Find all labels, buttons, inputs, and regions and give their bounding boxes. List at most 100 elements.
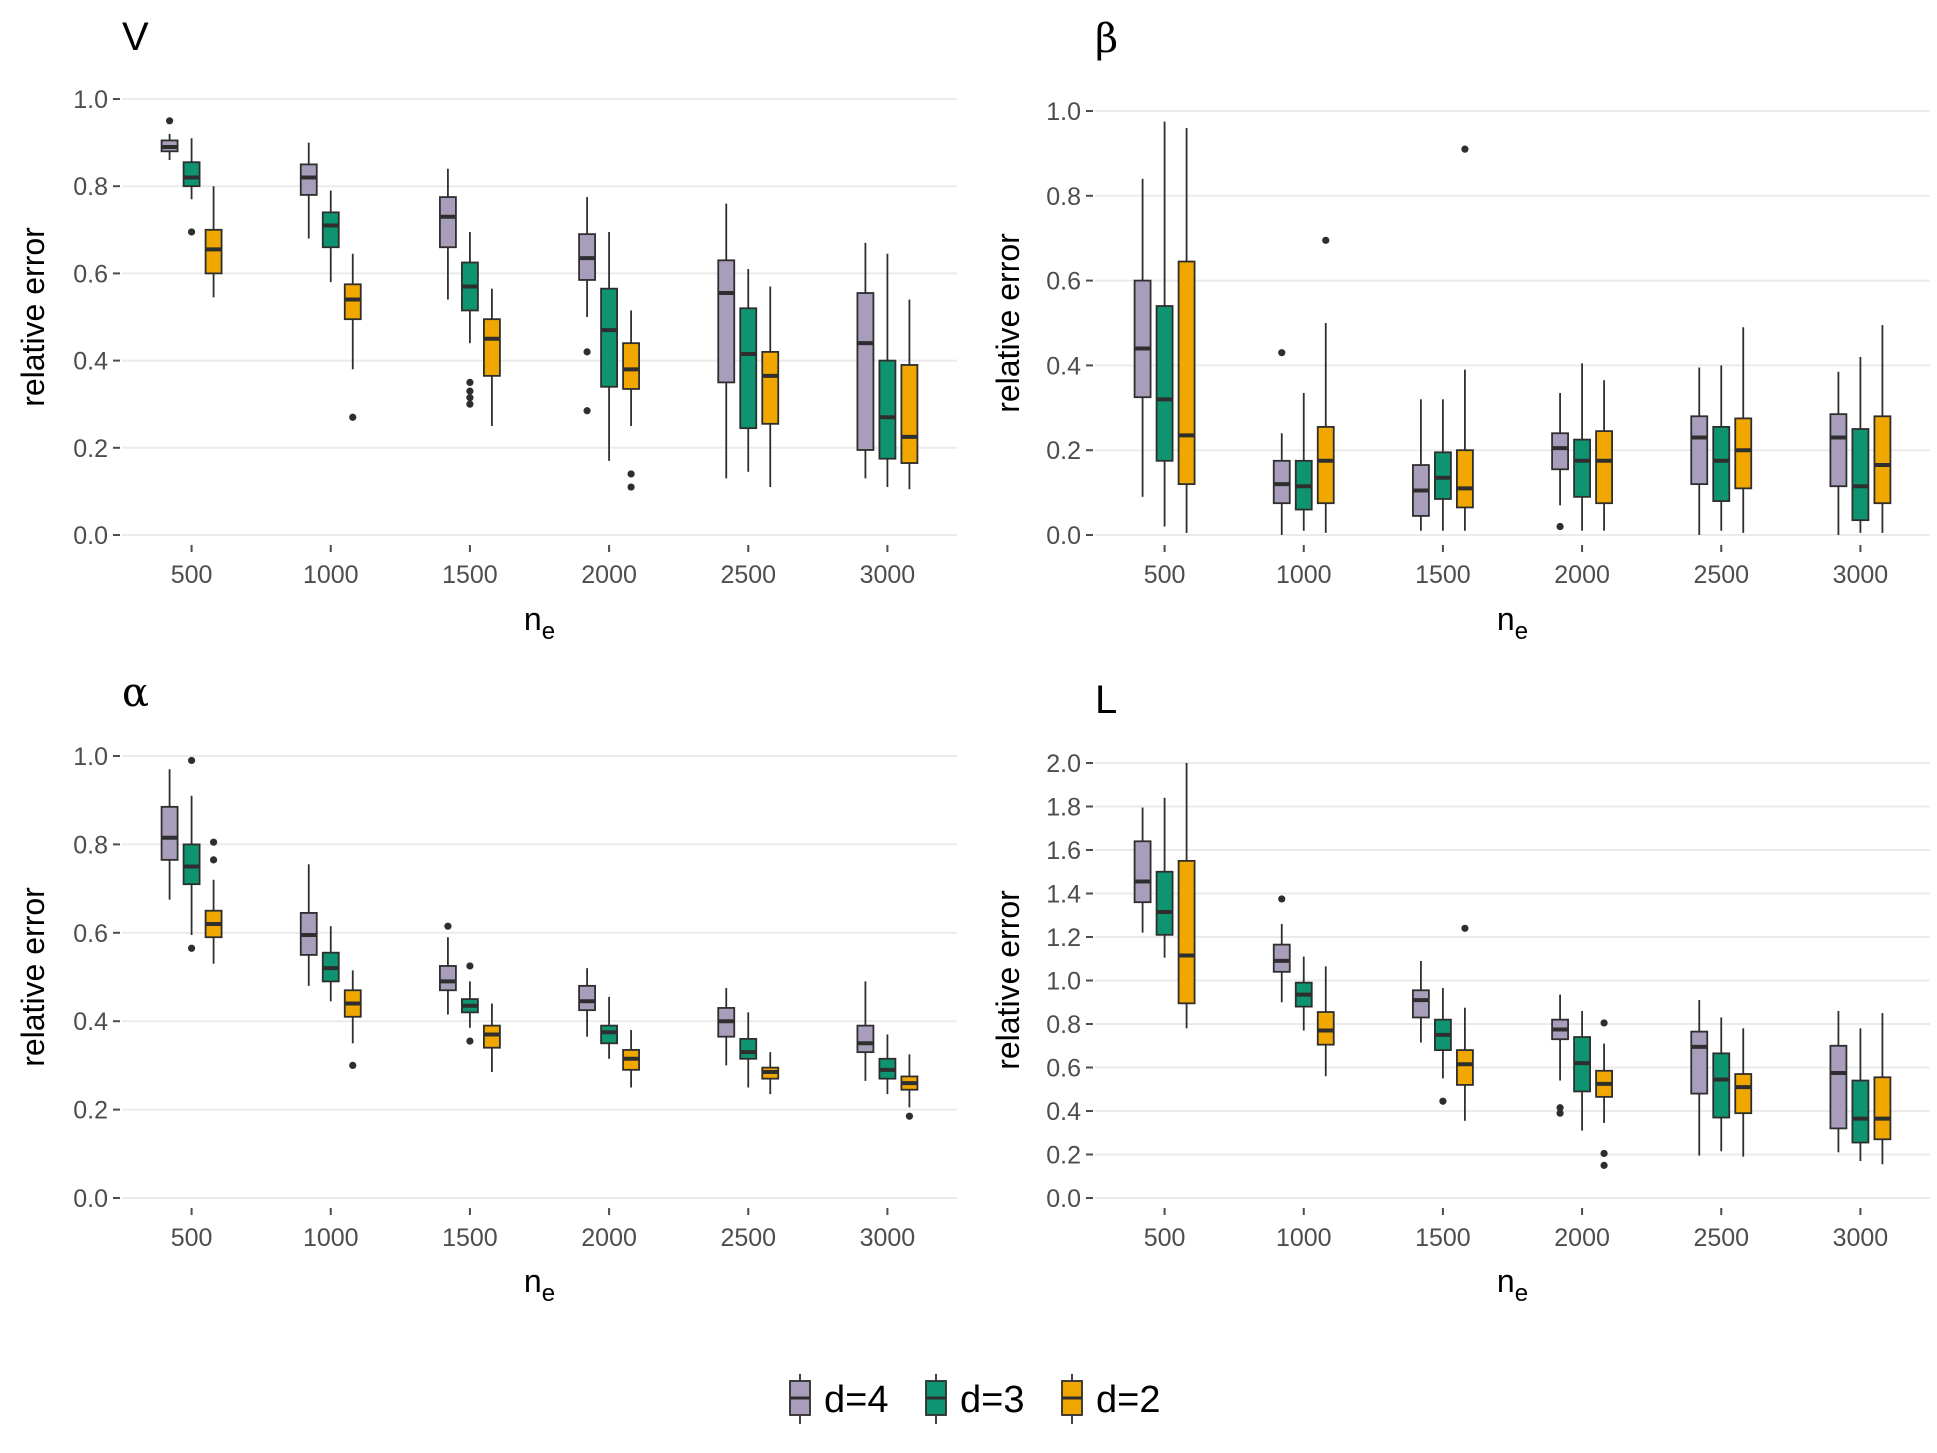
outlier-point	[349, 413, 357, 421]
outlier-point	[1461, 924, 1469, 932]
y-tick-label: 0.2	[73, 1097, 108, 1125]
y-tick-label: 2.0	[1046, 750, 1081, 778]
y-axis-label: relative error	[990, 890, 1026, 1070]
box-body	[321, 211, 340, 249]
panel-title: β	[1095, 16, 1118, 62]
y-axis-label: relative error	[15, 227, 51, 407]
box-d=3-3000	[1851, 1028, 1870, 1162]
box-d=2-1500	[1456, 145, 1474, 531]
box-d=2-1000	[1316, 236, 1335, 533]
box-d=4-3000	[856, 242, 875, 479]
box-d=4-2000	[578, 197, 596, 415]
outlier-point	[187, 944, 196, 952]
outlier-point	[165, 117, 174, 125]
box-d=2-2000	[622, 310, 640, 491]
outlier-point	[1461, 145, 1469, 153]
x-tick-label: 2000	[581, 561, 637, 589]
x-tick-label: 1500	[1415, 561, 1471, 589]
legend: d=4 d=3 d=2	[789, 1374, 1160, 1424]
box-d=2-1000	[343, 253, 362, 421]
box-d=2-3000	[1873, 1013, 1892, 1165]
box-body	[1316, 425, 1335, 505]
outlier-point	[1600, 1149, 1608, 1158]
box-body	[343, 283, 362, 321]
outlier-point	[187, 756, 196, 765]
box-body	[1456, 1049, 1474, 1086]
box-body	[600, 287, 618, 388]
box-body	[299, 163, 318, 196]
y-tick-label: 1.8	[1046, 794, 1081, 822]
box-body	[439, 196, 457, 249]
box-body	[1851, 1079, 1870, 1144]
box-d=4-3000	[1829, 1010, 1848, 1153]
y-tick-label: 1.0	[1046, 98, 1081, 126]
panel-3: L 0.0 0.2 0.4 0.6 0.8 1.0 1.2 1.4 1.6 1.8 2.0 500 100…	[990, 678, 1930, 1307]
y-tick-label: 0.6	[1046, 268, 1081, 296]
outlier-point	[444, 922, 452, 930]
box-d=2-2000	[1595, 1019, 1613, 1169]
box-body	[856, 292, 875, 451]
x-tick-label: 1500	[442, 1224, 498, 1252]
box-body	[1734, 1073, 1753, 1115]
box-body	[483, 318, 501, 377]
legend-item-d=2: d=2	[1061, 1374, 1160, 1424]
box-d=3-500	[182, 756, 201, 952]
box-d=2-2000	[622, 1030, 640, 1088]
box-body	[1873, 1076, 1892, 1141]
box-d=4-1500	[439, 168, 457, 300]
box-body	[600, 1024, 618, 1045]
box-d=4-1000	[1272, 895, 1291, 1003]
box-d=4-1000	[299, 142, 318, 239]
box-d=4-2000	[578, 968, 596, 1037]
box-body	[1734, 417, 1753, 490]
box-d=3-1500	[1434, 399, 1452, 531]
box-d=3-2000	[1573, 363, 1591, 531]
outlier-point	[1278, 349, 1286, 357]
outlier-point	[209, 856, 218, 864]
box-body	[1851, 428, 1870, 522]
y-tick-label: 0.4	[1046, 1098, 1081, 1126]
box-body	[1873, 415, 1892, 505]
outlier-point	[1556, 1104, 1564, 1112]
panel-title: α	[122, 670, 149, 716]
box-body	[1434, 451, 1452, 500]
box-body	[439, 965, 457, 992]
outlier-point	[627, 483, 635, 491]
y-tick-label: 0.4	[73, 1008, 108, 1036]
outlier-point	[1600, 1019, 1608, 1027]
y-tick-label: 0.6	[73, 920, 108, 948]
box-body	[622, 342, 640, 390]
y-tick-label: 0.6	[73, 260, 108, 288]
box-d=4-2500	[717, 203, 736, 479]
box-d=3-500	[1155, 121, 1174, 527]
box-body	[1690, 415, 1709, 486]
box-d=3-2500	[739, 269, 758, 472]
panel-1: β 0.0 0.2 0.4 0.6 0.8 1.0 500 1000 1500 2000 2500 30…	[990, 16, 1930, 645]
box-d=3-1500	[461, 231, 479, 408]
x-tick-label: 2500	[1693, 561, 1749, 589]
box-d=2-2500	[761, 286, 780, 488]
x-tick-label: 500	[1144, 1224, 1186, 1252]
y-tick-label: 0.6	[1046, 1055, 1081, 1083]
box-body	[1690, 1030, 1709, 1095]
outlier-point	[627, 470, 635, 478]
box-d=4-2500	[717, 988, 736, 1066]
y-tick-label: 1.0	[73, 86, 108, 114]
outlier-point	[466, 394, 474, 402]
y-axis-label: relative error	[990, 233, 1026, 413]
box-d=4-3000	[856, 981, 875, 1081]
outlier-point	[583, 348, 591, 356]
box-body	[1595, 430, 1613, 505]
box-body	[1155, 305, 1174, 462]
x-tick-label: 1000	[303, 1224, 359, 1252]
x-tick-label: 500	[171, 1224, 213, 1252]
box-body	[1133, 279, 1152, 399]
box-d=3-1000	[321, 190, 340, 283]
box-body	[1829, 413, 1848, 488]
outlier-point	[209, 838, 218, 846]
y-tick-label: 0.4	[73, 348, 108, 376]
x-tick-label: 2500	[1693, 1224, 1749, 1252]
box-d=4-1000	[299, 864, 318, 986]
panel-2: α 0.0 0.2 0.4 0.6 0.8 1.0 500 1000 1500 2000 2500 30…	[15, 670, 957, 1307]
box-d=3-2500	[1712, 365, 1731, 531]
